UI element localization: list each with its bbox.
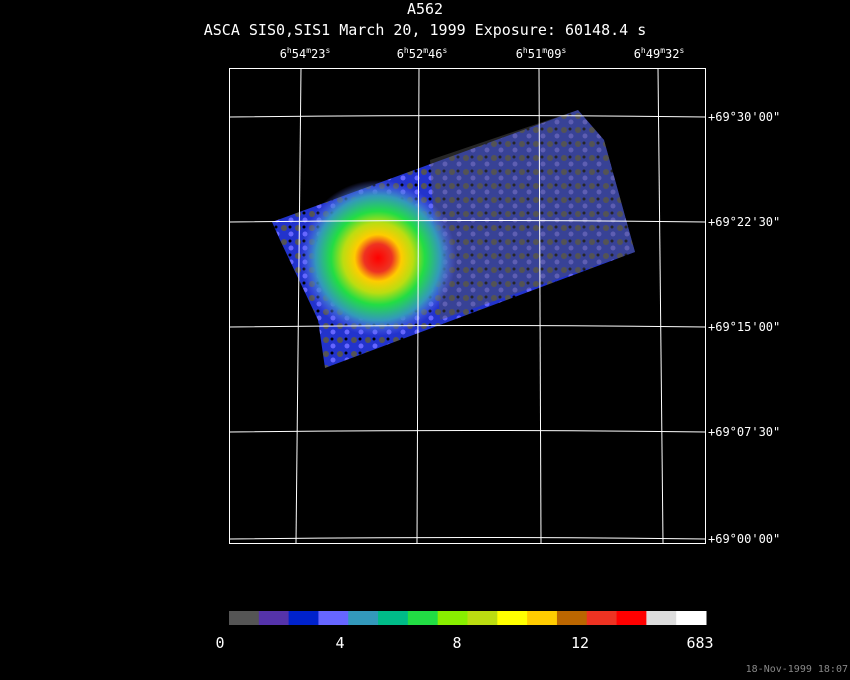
dec-label: +69°15'00": [708, 320, 780, 334]
ra-label: 6h54m23s: [280, 46, 331, 61]
ra-grid-line: [538, 67, 542, 544]
ra-value: 51: [528, 47, 542, 61]
ra-labels: 6h54m23s 6h52m46s 6h51m09s 6h49m32s: [280, 46, 685, 61]
ra-label: 6h49m32s: [634, 46, 685, 61]
dec-grid-line: [228, 430, 707, 433]
ra-unit: h: [287, 46, 292, 55]
colorbar: 0 4 8 12 683: [215, 611, 714, 652]
ra-unit: s: [679, 46, 684, 55]
coordinate-grid: [228, 67, 707, 544]
ra-unit: m: [306, 46, 311, 55]
sky-image-dim: [430, 110, 635, 320]
subtitle: ASCA SIS0,SIS1 March 20, 1999 Exposure: …: [204, 21, 647, 39]
colorbar-swatch: [258, 611, 290, 625]
colorbar-swatch: [288, 611, 319, 625]
ra-value: 49: [646, 47, 660, 61]
ra-label: 6h52m46s: [397, 46, 448, 61]
frame: [229, 68, 706, 544]
colorbar-label: 8: [452, 634, 461, 652]
ra-value: 46: [428, 47, 442, 61]
colorbar-label: 0: [215, 634, 224, 652]
ra-value: 6: [634, 47, 641, 61]
cluster-emission: [300, 180, 456, 336]
ra-grid-line: [295, 67, 302, 544]
dec-label: +69°07'30": [708, 425, 780, 439]
colorbar-swatch: [497, 611, 528, 625]
ra-value: 6: [397, 47, 404, 61]
colorbar-swatch: [467, 611, 498, 625]
colorbar-swatch: [229, 611, 260, 625]
ra-unit: m: [542, 46, 547, 55]
dec-label: +69°00'00": [708, 532, 780, 546]
ra-value: 23: [311, 47, 325, 61]
colorbar-swatch: [378, 611, 409, 625]
colorbar-swatch: [616, 611, 647, 625]
ra-label: 6h51m09s: [516, 46, 567, 61]
colorbar-swatch: [437, 611, 468, 625]
ra-unit: m: [660, 46, 665, 55]
ra-unit: h: [404, 46, 409, 55]
dec-label: +69°30'00": [708, 110, 780, 124]
colorbar-swatch: [556, 611, 588, 625]
dec-labels: +69°30'00" +69°22'30" +69°15'00" +69°07'30"…: [708, 110, 780, 546]
ra-unit: s: [561, 46, 566, 55]
timestamp: 18-Nov-1999 18:07: [746, 664, 848, 675]
ra-value: 6: [516, 47, 523, 61]
ra-grid-line: [657, 67, 664, 544]
ra-value: 09: [547, 47, 561, 61]
ra-grid-line: [416, 67, 420, 544]
ra-unit: s: [442, 46, 447, 55]
colorbar-swatch: [527, 611, 558, 625]
dec-grid-line: [228, 325, 707, 328]
ra-value: 54: [292, 47, 306, 61]
colorbar-swatch: [676, 611, 707, 625]
ra-unit: h: [641, 46, 646, 55]
colorbar-swatch: [586, 611, 618, 625]
dec-grid-line: [228, 115, 707, 118]
colorbar-swatch: [407, 611, 439, 625]
colorbar-swatch: [348, 611, 379, 625]
dec-label: +69°22'30": [708, 215, 780, 229]
dec-grid-line: [228, 537, 707, 540]
ra-unit: h: [523, 46, 528, 55]
ra-unit: s: [325, 46, 330, 55]
colorbar-label: 4: [335, 634, 344, 652]
ra-value: 52: [409, 47, 423, 61]
colorbar-label: 12: [571, 634, 589, 652]
colorbar-label: 683: [686, 634, 713, 652]
dec-grid-line: [228, 220, 707, 223]
colorbar-swatch: [646, 611, 677, 625]
ra-value: 6: [280, 47, 287, 61]
ra-unit: m: [423, 46, 428, 55]
colorbar-swatch: [318, 611, 349, 625]
ra-value: 32: [665, 47, 679, 61]
title: A562: [407, 0, 443, 18]
